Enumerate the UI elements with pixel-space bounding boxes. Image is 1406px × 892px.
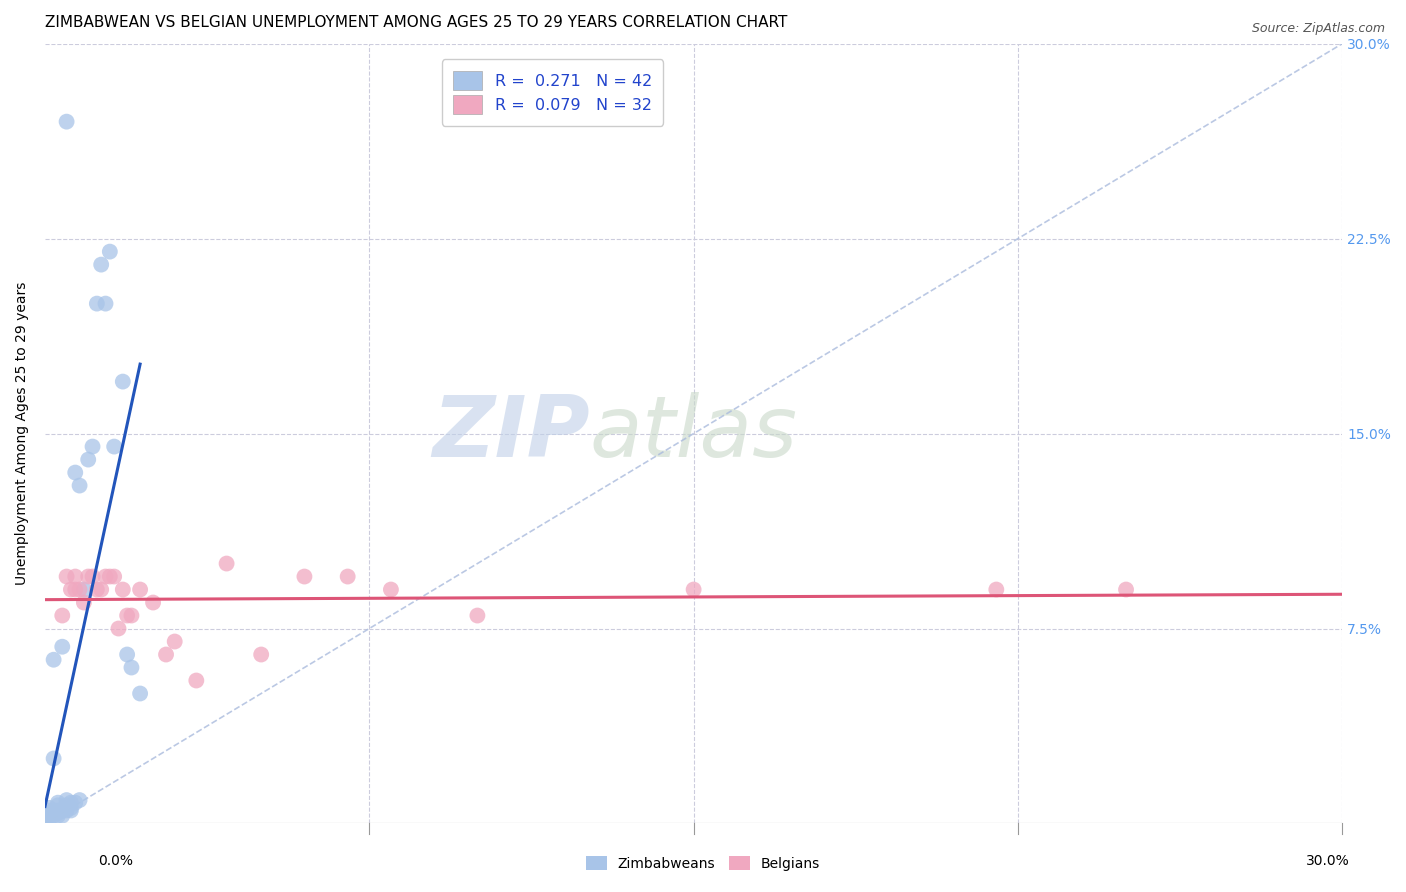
Point xyxy=(155,648,177,662)
Text: atlas: atlas xyxy=(591,392,797,475)
Point xyxy=(38,806,60,821)
Point xyxy=(65,569,87,583)
Legend: R =  0.271   N = 42, R =  0.079   N = 32: R = 0.271 N = 42, R = 0.079 N = 32 xyxy=(441,60,664,126)
Point xyxy=(73,582,96,597)
Point xyxy=(86,582,108,597)
Point xyxy=(55,114,77,128)
Point xyxy=(294,569,316,583)
Legend: Zimbabweans, Belgians: Zimbabweans, Belgians xyxy=(581,850,825,876)
Point xyxy=(69,478,91,492)
Point xyxy=(215,557,238,571)
Point xyxy=(42,804,65,818)
Point xyxy=(38,811,60,825)
Point xyxy=(142,595,165,609)
Point xyxy=(46,808,69,822)
Point xyxy=(55,804,77,818)
Point xyxy=(120,608,142,623)
Point xyxy=(380,582,402,597)
Point xyxy=(38,808,60,822)
Point xyxy=(129,686,152,700)
Point xyxy=(59,801,82,815)
Point xyxy=(51,608,73,623)
Point xyxy=(77,452,100,467)
Point xyxy=(115,608,138,623)
Point xyxy=(59,796,82,810)
Point xyxy=(55,569,77,583)
Point xyxy=(38,808,60,822)
Point xyxy=(1115,582,1137,597)
Point xyxy=(38,804,60,818)
Point xyxy=(59,582,82,597)
Point xyxy=(186,673,208,688)
Text: Source: ZipAtlas.com: Source: ZipAtlas.com xyxy=(1251,22,1385,36)
Point xyxy=(98,569,121,583)
Point xyxy=(467,608,489,623)
Point xyxy=(250,648,273,662)
Point xyxy=(77,569,100,583)
Point xyxy=(69,793,91,807)
Point xyxy=(46,806,69,821)
Point xyxy=(107,622,129,636)
Point xyxy=(82,440,104,454)
Point xyxy=(46,798,69,813)
Point xyxy=(55,798,77,813)
Point xyxy=(82,569,104,583)
Point xyxy=(94,569,117,583)
Point xyxy=(42,808,65,822)
Point xyxy=(336,569,359,583)
Point xyxy=(90,582,112,597)
Point xyxy=(103,569,125,583)
Point xyxy=(98,244,121,259)
Point xyxy=(51,808,73,822)
Point xyxy=(69,582,91,597)
Point xyxy=(111,375,134,389)
Point xyxy=(111,582,134,597)
Text: ZIMBABWEAN VS BELGIAN UNEMPLOYMENT AMONG AGES 25 TO 29 YEARS CORRELATION CHART: ZIMBABWEAN VS BELGIAN UNEMPLOYMENT AMONG… xyxy=(45,15,787,30)
Point xyxy=(59,804,82,818)
Text: 0.0%: 0.0% xyxy=(98,854,134,868)
Point xyxy=(55,793,77,807)
Point xyxy=(42,751,65,765)
Point xyxy=(51,640,73,654)
Text: ZIP: ZIP xyxy=(432,392,591,475)
Point xyxy=(42,653,65,667)
Point xyxy=(163,634,186,648)
Point xyxy=(65,582,87,597)
Point xyxy=(90,258,112,272)
Point xyxy=(51,804,73,818)
Point xyxy=(42,806,65,821)
Point xyxy=(65,796,87,810)
Point xyxy=(94,296,117,310)
Point xyxy=(38,801,60,815)
Text: 30.0%: 30.0% xyxy=(1306,854,1350,868)
Point xyxy=(986,582,1008,597)
Point xyxy=(115,648,138,662)
Point xyxy=(73,595,96,609)
Point xyxy=(682,582,704,597)
Y-axis label: Unemployment Among Ages 25 to 29 years: Unemployment Among Ages 25 to 29 years xyxy=(15,282,30,585)
Point xyxy=(65,466,87,480)
Point xyxy=(46,796,69,810)
Point xyxy=(103,440,125,454)
Point xyxy=(46,804,69,818)
Point xyxy=(86,296,108,310)
Point xyxy=(129,582,152,597)
Point xyxy=(120,660,142,674)
